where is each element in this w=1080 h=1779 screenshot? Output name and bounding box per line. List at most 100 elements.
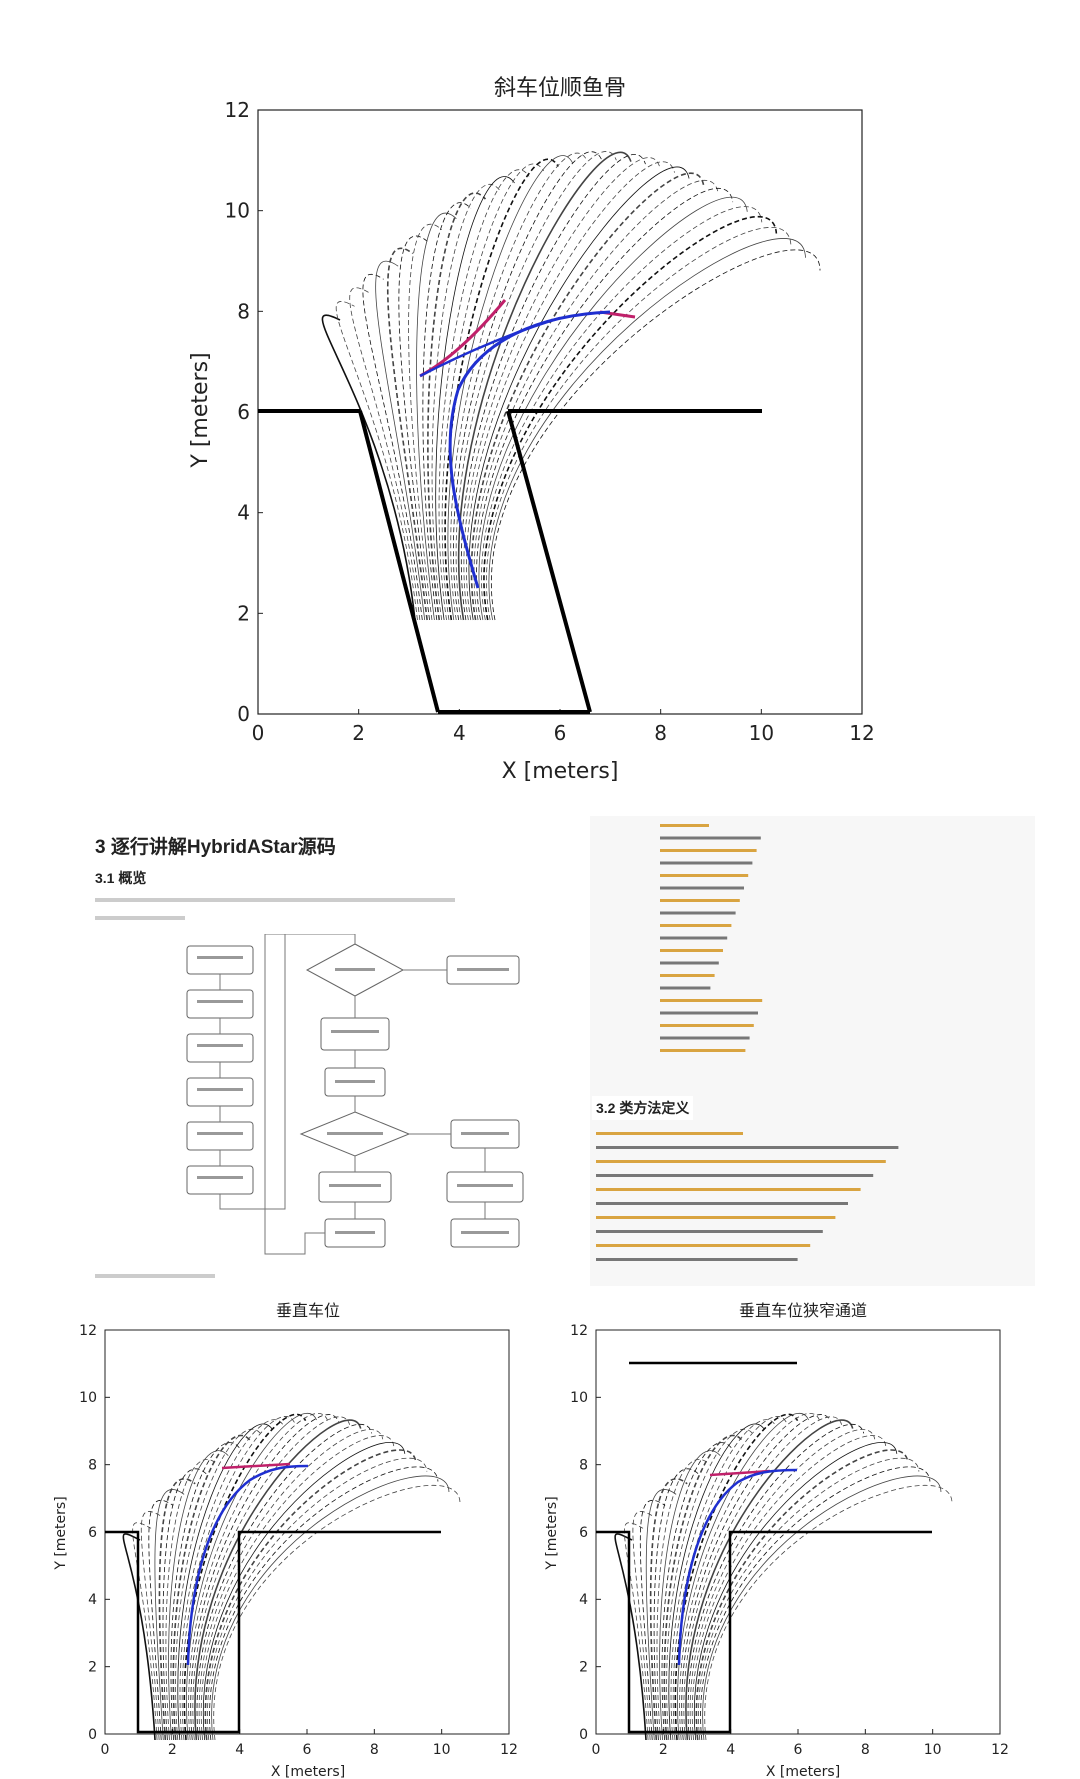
bottom-right-chart-xlabel: X [meters] [766, 1764, 840, 1779]
doc-right-panel: 3.2 类方法定义 [590, 816, 1035, 1286]
trajectory-curve [209, 1466, 439, 1741]
bottom-right-chart-title: 垂直车位狭窄通道 [739, 1301, 867, 1320]
trajectory-curve [194, 1419, 362, 1741]
code-line [596, 1216, 836, 1219]
bottom-right-ytick-label: 12 [570, 1323, 588, 1339]
trajectory-curve [416, 212, 457, 621]
trajectory-curve [200, 1435, 395, 1741]
trajectory-curve [207, 1457, 428, 1741]
trajectory-curve [470, 172, 705, 621]
code-line [660, 899, 740, 902]
bottom-right-xtick-label: 12 [991, 1742, 1009, 1758]
trajectory-curve [702, 1475, 942, 1741]
trajectory-curve [192, 1416, 351, 1741]
top-chart-xlabel: X [meters] [502, 759, 619, 784]
trajectory-curve [666, 1428, 754, 1741]
bottom-right-ytick-label: 4 [579, 1592, 588, 1608]
trajectory-curve [441, 163, 544, 621]
doc-overview-line2 [95, 916, 185, 920]
code-line [660, 986, 711, 990]
top-ytick-label: 0 [237, 702, 250, 726]
bottom-right-xtick-label: 10 [924, 1742, 942, 1758]
doc-section-methods: 3.2 类方法定义 [592, 1096, 694, 1120]
bottom-right-path-red [709, 1469, 771, 1477]
trajectory-curve [175, 1428, 262, 1741]
trajectory-curve [422, 202, 472, 621]
code-line [596, 1188, 861, 1191]
bottom-right-ytick-label: 6 [579, 1525, 588, 1541]
trajectory-curve [211, 1475, 450, 1741]
code-line [660, 1036, 750, 1040]
code-line [660, 874, 749, 877]
trajectory-curve [460, 154, 646, 621]
code-block-bottom [596, 1132, 899, 1261]
code-line [660, 924, 732, 927]
trajectory-curve [453, 151, 603, 621]
trajectory-curve [683, 1416, 843, 1741]
bottom-right-axis-ticks: 0 2 4 6 8 10 12 0 2 4 6 8 10 12 [570, 1323, 1009, 1758]
trajectory-curve [204, 1449, 417, 1741]
trajectory-curve [614, 1533, 647, 1741]
code-line [660, 824, 709, 827]
top-chart-ylabel: Y [meters] [188, 352, 213, 468]
trajectory-curve [693, 1442, 898, 1741]
bottom-left-xtick-label: 6 [303, 1742, 312, 1758]
doc-left-panel: 3 逐行讲解HybridAStar源码 3.1 概览 [55, 816, 540, 1286]
trajectory-curve [661, 1442, 732, 1741]
bottom-left-ytick-label: 8 [88, 1458, 97, 1474]
bottom-left-path-blue [186, 1464, 309, 1666]
bottom-left-xtick-label: 8 [370, 1742, 379, 1758]
trajectory-curve [689, 1429, 876, 1741]
code-line [596, 1160, 886, 1163]
bottom-left-obstacles [105, 1530, 441, 1734]
trajectory-curve [685, 1419, 854, 1741]
top-xtick-label: 4 [453, 721, 466, 745]
trajectory-curve [478, 196, 748, 621]
top-path-blue-cross [419, 316, 561, 378]
trajectory-curve [162, 1468, 207, 1741]
bottom-left-axis-ticks: 0 2 4 6 8 10 12 0 2 4 6 8 10 12 [79, 1323, 518, 1758]
top-xtick-label: 12 [849, 721, 874, 745]
trajectory-curve [447, 155, 574, 621]
top-axis-ticks: 0 2 4 6 8 10 12 0 2 4 6 8 10 12 [225, 98, 875, 745]
trajectory-curve [698, 1457, 920, 1741]
code-line [596, 1132, 743, 1135]
bottom-left-trajectory-fan [122, 1413, 461, 1741]
trajectory-curve [481, 206, 763, 621]
bottom-left-ytick-label: 2 [88, 1660, 97, 1676]
top-chart: 斜车位顺鱼骨 0 2 4 6 8 10 12 0 2 4 6 8 10 12 Y [meters] X [… [188, 76, 875, 784]
code-line [660, 886, 744, 890]
trajectory-curve [140, 1511, 163, 1741]
trajectory-curve [188, 1413, 328, 1741]
bottom-left-ytick-label: 12 [79, 1323, 97, 1339]
code-line [660, 974, 715, 977]
trajectory-curve [438, 169, 530, 621]
code-line [660, 911, 736, 915]
code-line [660, 1011, 758, 1015]
trajectory-curve [444, 158, 559, 621]
bottom-right-ytick-label: 8 [579, 1458, 588, 1474]
trajectory-curve [466, 161, 675, 621]
bottom-right-xtick-label: 6 [794, 1742, 803, 1758]
code-line [660, 1049, 746, 1052]
trajectory-curve [398, 235, 430, 621]
trajectory-curve [691, 1435, 887, 1741]
trajectory-curve [170, 1442, 240, 1741]
top-ytick-label: 4 [237, 501, 250, 525]
bottom-right-trajectory-fan [614, 1413, 953, 1741]
trajectory-curve [427, 192, 487, 621]
code-line [596, 1146, 899, 1149]
bottom-left-xtick-label: 12 [500, 1742, 518, 1758]
trajectory-curve [674, 1413, 799, 1741]
trajectory-curve [321, 314, 416, 621]
trajectory-curve [179, 1419, 284, 1741]
trajectory-curve [491, 249, 821, 621]
trajectory-curve [488, 238, 806, 621]
top-xtick-label: 8 [654, 721, 667, 745]
trajectory-curve [670, 1419, 776, 1741]
top-xtick-label: 10 [749, 721, 774, 745]
trajectory-curve [148, 1500, 174, 1741]
doc-title: 3 逐行讲解HybridAStar源码 [95, 837, 336, 858]
top-chart-title: 斜车位顺鱼骨 [494, 76, 626, 101]
trajectory-curve [473, 179, 719, 621]
